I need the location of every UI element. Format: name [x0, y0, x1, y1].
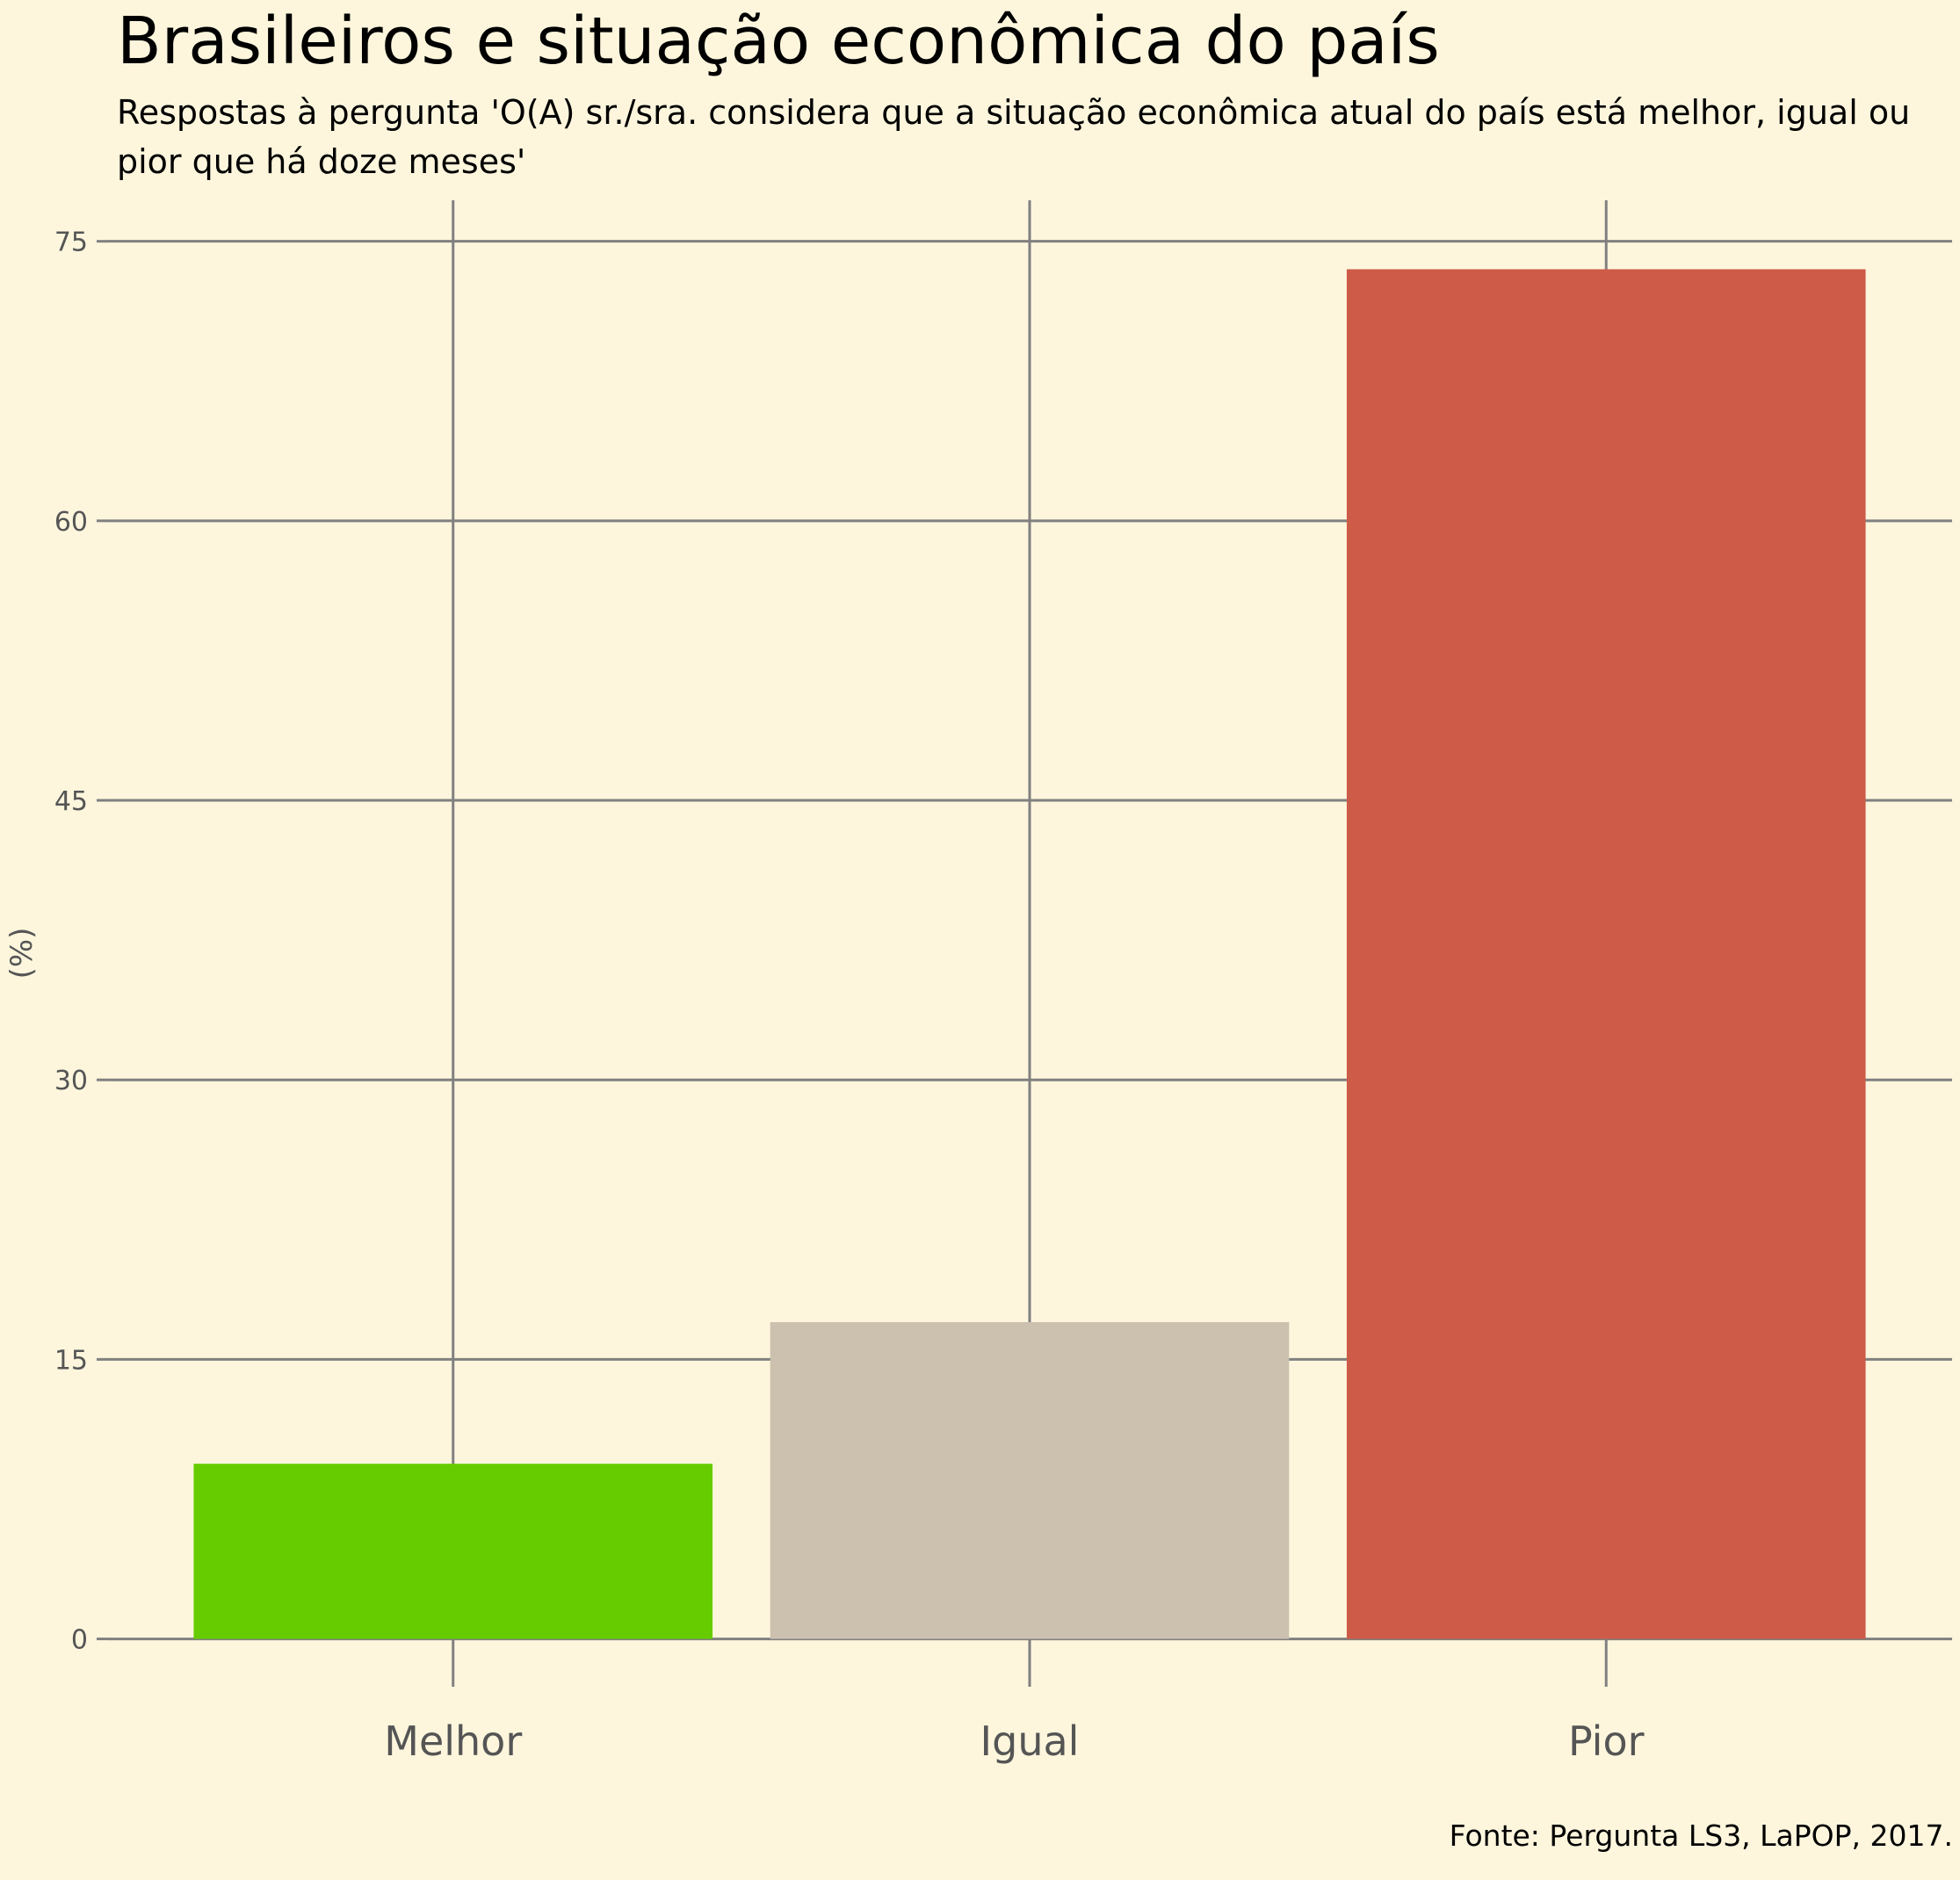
y-tick-label-15: 15	[54, 1345, 88, 1376]
y-tick-label-0: 0	[71, 1625, 88, 1656]
bars-layer	[193, 269, 1866, 1639]
x-tick-label-igual: Igual	[980, 1717, 1080, 1765]
bar-pior	[1346, 269, 1866, 1639]
y-tick-label-30: 30	[54, 1066, 88, 1096]
chart-title: Brasileiros e situação econômica do país	[117, 4, 1440, 79]
chart-caption: Fonte: Pergunta LS3, LaPOP, 2017.	[1449, 1819, 1953, 1853]
x-tick-label-pior: Pior	[1568, 1717, 1645, 1765]
chart-subtitle: Respostas à pergunta 'O(A) sr./sra. cons…	[117, 93, 1911, 181]
ticks-layer: 0 15 30 45 60 75 Melhor Igual Pior	[54, 228, 1645, 1765]
bar-igual	[770, 1321, 1290, 1639]
y-tick-label-60: 60	[54, 507, 88, 538]
x-tick-label-melhor: Melhor	[384, 1717, 522, 1765]
y-tick-label-75: 75	[54, 228, 88, 258]
bar-melhor	[193, 1464, 713, 1639]
y-tick-label-45: 45	[54, 786, 88, 817]
